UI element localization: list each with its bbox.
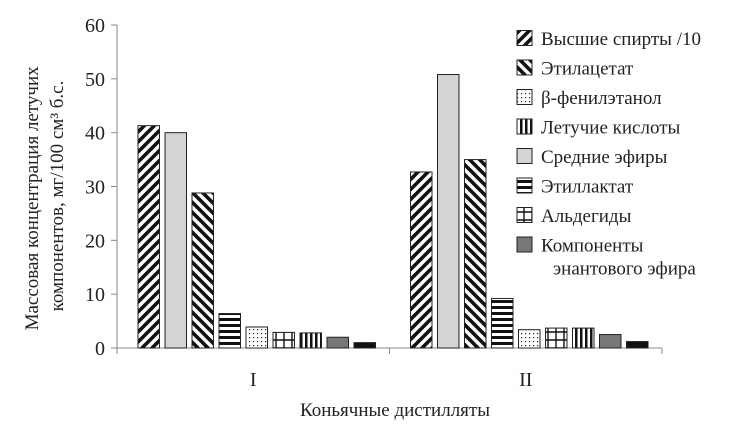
y-tick-label: 20 <box>85 230 105 252</box>
legend-label-line: Средние эфиры <box>541 147 668 168</box>
x-axis: I II <box>116 347 663 391</box>
legend-swatch <box>516 236 533 253</box>
y-tick-label: 0 <box>95 338 105 360</box>
y-tick-label: 60 <box>85 15 105 37</box>
bar-альдегиды-ii <box>545 327 568 349</box>
legend-item-средние-эфиры: Средние эфиры <box>516 147 668 168</box>
legend-label-line: Этилацетат <box>541 59 634 80</box>
legend-label: Высшие спирты /10 <box>541 29 701 50</box>
bar-летучие-кислоты-ii <box>572 327 595 349</box>
legend-swatch <box>516 177 533 194</box>
bar-фенилэтанол-i <box>245 326 268 349</box>
legend-label: Этиллактат <box>541 177 634 198</box>
legend-label-line: Альдегиды <box>541 206 632 227</box>
legend-item-летучие-кислоты: Летучие кислоты <box>516 118 681 139</box>
bar-этилацетат-i <box>191 192 214 349</box>
legend-label-line: энантового эфира <box>553 259 696 280</box>
legend-item-компоненты-энантового-эфира: Компоненты энантового эфира <box>516 236 696 280</box>
legend-label: β-фенилэтанол <box>541 88 662 109</box>
y-axis: 0 10 20 30 40 50 60 <box>85 15 118 360</box>
legend-swatch <box>516 207 533 223</box>
y-axis-label: Массовая концентрация летучих компоненто… <box>22 62 68 331</box>
legend-label-line: Летучие кислоты <box>541 118 681 139</box>
y-axis-label-line-2: компонентов, мг/100 см³ б.с. <box>47 81 68 312</box>
x-axis-label: Коньячные дистилляты <box>300 400 490 421</box>
legend-label: Компоненты энантового эфира <box>541 236 696 280</box>
legend-label-line: Компоненты <box>541 236 644 257</box>
legend-swatch <box>516 59 533 76</box>
bar-высшие-спирты-10-i <box>137 125 160 349</box>
y-tick-label: 40 <box>85 123 105 145</box>
bar-летучие-кислоты-i <box>299 332 322 349</box>
bar-компоненты-энантового-эфира-ii <box>599 334 622 349</box>
y-tick-label: 30 <box>85 177 105 199</box>
legend-label: Средние эфиры <box>541 147 668 168</box>
legend-item-этиллактат: Этиллактат <box>516 177 634 198</box>
legend-label-line: β-фенилэтанол <box>541 88 662 109</box>
bar-series-9-ii <box>626 341 649 349</box>
legend-item-этилацетат: Этилацетат <box>516 59 634 80</box>
legend-swatch <box>516 118 533 135</box>
legend-label-line: Высшие спирты /10 <box>541 29 701 50</box>
bar-series-9-i <box>353 342 376 349</box>
legend-item-фенилэтанол: β-фенилэтанол <box>516 88 662 109</box>
x-tick-label: I <box>250 369 257 391</box>
legend-item-альдегиды: Альдегиды <box>516 206 632 227</box>
y-tick-label: 50 <box>85 69 105 91</box>
legend-item-высшие-спирты-10: Высшие спирты /10 <box>516 29 701 50</box>
bar-средние-эфиры-ii <box>437 74 460 349</box>
legend-swatch <box>516 89 533 105</box>
legend-label-line: Этиллактат <box>541 177 634 198</box>
legend-swatch <box>516 148 533 164</box>
bar-фенилэтанол-ii <box>518 329 541 349</box>
bar-этиллактат-ii <box>491 297 514 349</box>
legend-label: Этилацетат <box>541 59 634 80</box>
legend-label: Альдегиды <box>541 206 632 227</box>
bar-этилацетат-ii <box>464 159 487 349</box>
bar-альдегиды-i <box>272 331 295 349</box>
bar-высшие-спирты-10-ii <box>410 171 433 349</box>
x-tick-label: II <box>519 369 532 391</box>
bars <box>137 74 649 349</box>
bar-этиллактат-i <box>218 313 241 349</box>
bar-средние-эфиры-i <box>164 132 187 349</box>
legend-swatch <box>516 30 533 46</box>
y-tick-label: 10 <box>85 284 105 306</box>
bar-компоненты-энантового-эфира-i <box>326 336 349 349</box>
legend-label: Летучие кислоты <box>541 118 681 139</box>
legend: Высшие спирты /10 Этилацетат β-фенилэтанол… <box>516 29 701 280</box>
y-axis-label-line-1: Массовая концентрация летучих <box>22 66 43 331</box>
